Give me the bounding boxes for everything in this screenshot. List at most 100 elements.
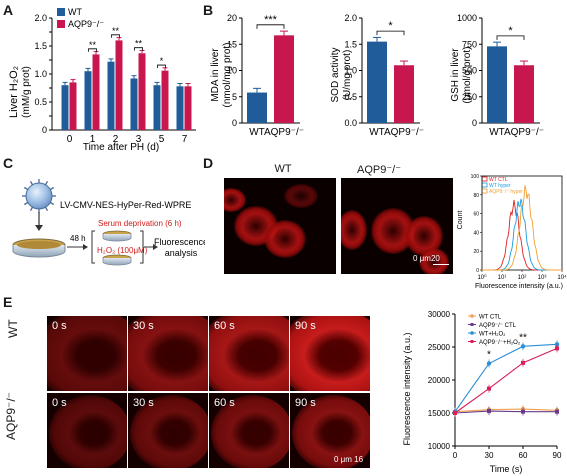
x-tick-label-b: WT <box>489 127 505 138</box>
micrograph-e-aqp9-1: 30 s <box>128 393 208 468</box>
chart-b: MDA in liver (nmol/mg prot) SOD activity… <box>210 13 544 138</box>
point-e <box>487 409 491 414</box>
virus-spike <box>23 186 29 191</box>
ylabel-gsh-1: GSH in liver <box>450 48 461 102</box>
sig-mark-b: * <box>388 20 393 32</box>
hist-legend-aqp9-hyper: AQP9⁻/⁻ hyper <box>489 189 523 195</box>
x-tick-label-b: AQP9⁻/⁻ <box>264 127 304 138</box>
point-e <box>520 344 526 349</box>
y-tick-label-a: 2.0 <box>34 13 47 23</box>
sig-bracket-a <box>157 64 166 69</box>
analysis-label-2: analysis <box>165 248 198 258</box>
workflow-diagram: LV-CMV-NES-HyPer-Red-WPRE 48 h Serum dep… <box>12 179 205 266</box>
hist-y-tick-label: 60 <box>473 212 479 218</box>
sig-bracket-a <box>111 34 120 38</box>
virus-spike <box>49 201 55 206</box>
ylabel-a-2: (mM/g prot) <box>21 66 32 118</box>
arrow-down-head <box>35 225 43 231</box>
x-tick-label-a: 0 <box>67 134 73 145</box>
x-tick-label-a: 2 <box>113 134 119 145</box>
bracket-right <box>140 230 144 264</box>
micrograph-d-aqp9: 0 μm20 <box>341 178 453 274</box>
bar-a <box>161 70 169 130</box>
y-tick-label-e: 30000 <box>428 310 451 319</box>
micrograph-title-wt: WT <box>274 163 292 175</box>
hist-x-tick-label: 10⁰ <box>477 274 487 281</box>
x-tick-label-e: 30 <box>485 451 494 460</box>
hist-legend-swatch-wt-ctl <box>481 176 488 182</box>
hist-xlabel: Fluorescence intensity (a.u.) <box>475 283 563 290</box>
ylabel-a-1: Liver H₂O₂ <box>8 66 20 118</box>
sig-bracket-b <box>376 30 405 36</box>
bar-a <box>138 53 146 130</box>
bar-a <box>61 85 69 130</box>
legend-swatch-aqp9 <box>57 20 65 28</box>
y-tick-label-b: 0.5 <box>344 92 357 102</box>
scale-bar-e: 0 μm 16 <box>334 455 364 464</box>
bracket-left <box>91 230 95 264</box>
hist-y-tick-label: 80 <box>473 193 479 199</box>
time-label: 0 s <box>52 397 67 409</box>
micrograph-e-aqp9-3: 90 s 0 μm 16 <box>290 393 370 468</box>
y-tick-label-b: 1.0 <box>344 66 357 76</box>
legend-marker-e <box>470 331 474 335</box>
micrograph-d-wt <box>224 178 336 274</box>
hist-y-tick-label: 40 <box>473 230 479 236</box>
bar-b <box>394 65 414 123</box>
hist-y-tick-label: 100 <box>471 174 480 180</box>
sig-mark-a: ** <box>135 39 143 49</box>
panel-label-c: C <box>3 155 14 171</box>
h2o2-label: H₂O₂ (100μM) <box>97 246 148 255</box>
x-tick-label-a: 5 <box>159 134 165 145</box>
bar-b <box>487 46 507 123</box>
row-label-aqp9: AQP9⁻/⁻ <box>4 391 18 440</box>
legend-label-e: AQP9⁻/⁻ CTL <box>479 323 517 329</box>
virus-spike <box>29 206 34 212</box>
legend-marker-e <box>470 340 474 343</box>
bar-a <box>115 40 123 130</box>
hist-legend-swatch-wt-hyper <box>481 182 488 188</box>
y-tick-label-b: 0 <box>472 118 477 128</box>
y-tick-label-e: 10000 <box>428 442 451 451</box>
bar-a <box>184 86 192 130</box>
chart-e: Fluorescence intensity (a.u.) Time (s) 1… <box>402 310 562 474</box>
y-tick-label-b: 20 <box>227 13 237 23</box>
hist-x-tick-label: 10⁴ <box>557 274 567 281</box>
scale-bar-d: 0 μm20 <box>413 254 440 263</box>
legend-label-aqp9: AQP9⁻/⁻ <box>68 19 104 29</box>
y-tick-label-a: 0 <box>42 125 47 135</box>
y-tick-label-b: 5 <box>232 92 237 102</box>
e-ylabel: Fluorescence intensity (a.u.) <box>402 332 412 445</box>
bar-a <box>176 86 184 130</box>
point-e <box>555 409 559 414</box>
ylabel-mda-1: MDA in liver <box>210 48 221 102</box>
y-tick-label-b: 750 <box>462 39 477 49</box>
sig-mark-a: ** <box>112 26 120 36</box>
sig-mark-b: * <box>508 25 513 37</box>
legend-label-wt: WT <box>68 7 82 17</box>
point-e <box>555 346 559 351</box>
sig-bracket-a <box>88 48 97 52</box>
y-tick-label-b: 15 <box>227 39 237 49</box>
virus-spike <box>44 180 49 186</box>
ylabel-sod-1: SOD activity <box>330 47 341 102</box>
y-tick-label-e: 25000 <box>428 343 451 352</box>
time-label: 60 s <box>214 320 235 332</box>
legend-label-e: AQP9⁻/⁻+H₂O₂ <box>479 340 521 346</box>
virus-spike <box>44 206 49 212</box>
virus-spike <box>23 201 29 206</box>
panel-label-b: B <box>203 2 214 18</box>
hist-curve-wt-ctl <box>482 199 562 271</box>
dish-h2o2-icon <box>102 254 132 266</box>
ylabel-mda-2: (nmol/mg prot) <box>222 42 233 107</box>
x-tick-label-b: WT <box>249 127 265 138</box>
sig-bracket-a <box>134 47 143 51</box>
hist-legend-wt-hyper: WT hyper <box>489 183 511 189</box>
x-tick-label-b: WT <box>369 127 385 138</box>
panel-label-e: E <box>3 294 13 310</box>
hist-y-tick-label: 20 <box>473 249 479 255</box>
legend-label-e: WT+H₂O₂ <box>479 332 506 338</box>
arrow-right-2-head <box>153 244 158 250</box>
sig-bracket-b <box>496 35 525 40</box>
virus-spike <box>29 180 34 186</box>
